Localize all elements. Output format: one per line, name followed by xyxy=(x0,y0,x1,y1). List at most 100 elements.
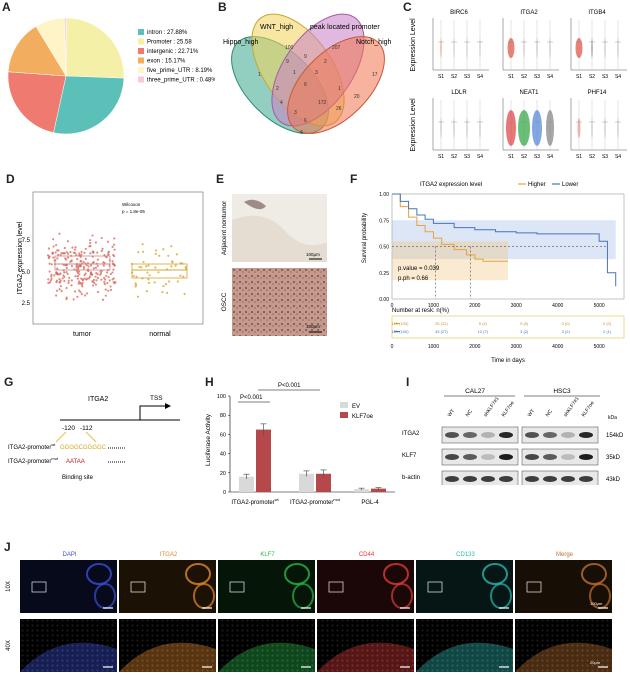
point-tumor xyxy=(77,267,80,271)
panel-j-letter: J xyxy=(4,540,11,554)
point-tumor xyxy=(113,243,116,246)
legend-swatch xyxy=(138,57,144,64)
violin-body xyxy=(532,110,542,146)
point-tumor xyxy=(65,251,68,254)
cell-label-cal27: CAL27 xyxy=(465,388,485,395)
point-tumor xyxy=(80,293,83,296)
point-tumor xyxy=(102,264,105,267)
point-tumor xyxy=(59,285,62,288)
point-tumor xyxy=(50,277,53,280)
blot-band xyxy=(579,432,593,438)
blot-row-label: KLF7 xyxy=(402,453,417,459)
point-tumor xyxy=(112,277,115,280)
pie-slice xyxy=(65,17,125,79)
point-normal xyxy=(154,266,157,269)
gene-label: ITGA2 xyxy=(88,396,108,403)
point-tumor xyxy=(91,273,94,276)
point-tumor xyxy=(101,247,104,250)
sample-label: S3 xyxy=(534,154,540,160)
point-tumor xyxy=(52,238,55,241)
blot-frame xyxy=(521,426,599,444)
violin-ylabel-top: Expression Level xyxy=(410,18,417,72)
violin-body xyxy=(546,110,554,146)
blot-band xyxy=(499,454,513,460)
point-tumor xyxy=(73,251,77,255)
x-tick: 5000 xyxy=(594,303,605,309)
wt-label: ITGA2-promoterwt xyxy=(8,442,56,451)
sample-label: S3 xyxy=(602,154,608,160)
channel-label: ITGA2 xyxy=(160,552,178,558)
violin-body xyxy=(549,38,551,58)
point-tumor xyxy=(63,246,66,250)
point-tumor xyxy=(76,270,79,273)
point-normal xyxy=(141,250,145,253)
stat-test: Wilcoxon xyxy=(122,202,141,207)
risk-cell: 5 (4) xyxy=(479,321,488,326)
point-tumor xyxy=(94,283,98,286)
lane-label: shKLF7#1 xyxy=(563,396,581,418)
blot-band xyxy=(445,454,459,460)
blot-band xyxy=(463,432,477,438)
legend-label: intergenic : 22.71% xyxy=(147,49,199,55)
stat-pval: p = 1.8e-05 xyxy=(122,209,145,214)
point-tumor xyxy=(96,290,100,294)
bar-ev xyxy=(299,473,314,492)
point-tumor xyxy=(86,277,89,280)
tss-arrowhead xyxy=(165,403,171,409)
point-tumor xyxy=(81,285,84,288)
point-tumor xyxy=(72,298,75,301)
blot-band xyxy=(481,454,495,460)
lane-label: KLF7oe xyxy=(581,400,596,418)
violin-body xyxy=(466,38,468,58)
y-tick: 100 xyxy=(217,394,226,400)
ci-band-lower xyxy=(392,220,616,260)
pos-label-1: -120 xyxy=(62,425,75,432)
roi-box xyxy=(31,581,47,593)
violin-body xyxy=(591,38,593,58)
violin-grid: BIRC6 S1 S2 S3 S4 ITGA2 S1 S2 S3 S4 ITGB4 S1 S2 S3 S4 L… xyxy=(432,10,627,160)
if-structure xyxy=(581,563,607,585)
point-tumor xyxy=(96,251,99,254)
y-tick: 0.25 xyxy=(379,271,389,277)
sample-label: S2 xyxy=(451,74,457,80)
blot-row-label: b-actin xyxy=(402,475,420,481)
point-tumor xyxy=(58,281,61,284)
point-tumor xyxy=(91,280,94,283)
scale-label: 20μm xyxy=(590,660,601,665)
km-title: ITGA2 expression level xyxy=(420,182,482,188)
x-tick: 5000 xyxy=(594,344,605,350)
point-tumor xyxy=(48,262,51,265)
histo-label-oscc: OSCC xyxy=(221,292,228,311)
violin-body xyxy=(440,38,442,58)
point-normal xyxy=(162,248,165,251)
point-tumor xyxy=(69,251,72,254)
panel-c-letter: C xyxy=(403,0,412,14)
point-tumor xyxy=(76,277,79,280)
pie-slices xyxy=(7,17,125,135)
y-tick: 80 xyxy=(220,413,226,419)
point-tumor xyxy=(96,273,99,276)
x-tick: 0 xyxy=(391,344,394,350)
point-tumor xyxy=(100,236,103,240)
x-label: ITGA2-promotermut xyxy=(290,497,341,506)
point-tumor xyxy=(94,266,98,269)
venn-count: 4 xyxy=(300,130,303,136)
panel-g-letter: G xyxy=(4,375,14,389)
blot-frame xyxy=(441,426,519,444)
venn-count: 207 xyxy=(332,45,341,51)
blot-band xyxy=(561,454,575,460)
violin-body xyxy=(575,38,583,58)
point-normal xyxy=(171,260,174,263)
sample-label: S2 xyxy=(589,74,595,80)
venn-label-wnt: WNT_high xyxy=(260,24,293,31)
point-tumor xyxy=(76,295,79,298)
point-tumor xyxy=(81,281,84,284)
point-tumor xyxy=(96,258,99,261)
point-tumor xyxy=(59,253,62,257)
lane-labels: WT NC shKLF7#1 KLF7oe WT NC shKLF7#1 KLF7oe xyxy=(447,396,596,418)
venn-label-notch: Notch_high xyxy=(356,39,392,46)
blot-size: 154kD xyxy=(606,433,624,439)
scale-label-adjacent: 100μm xyxy=(306,252,320,257)
point-tumor xyxy=(66,272,69,276)
venn-label-promoter: peak located promoter xyxy=(310,24,380,31)
